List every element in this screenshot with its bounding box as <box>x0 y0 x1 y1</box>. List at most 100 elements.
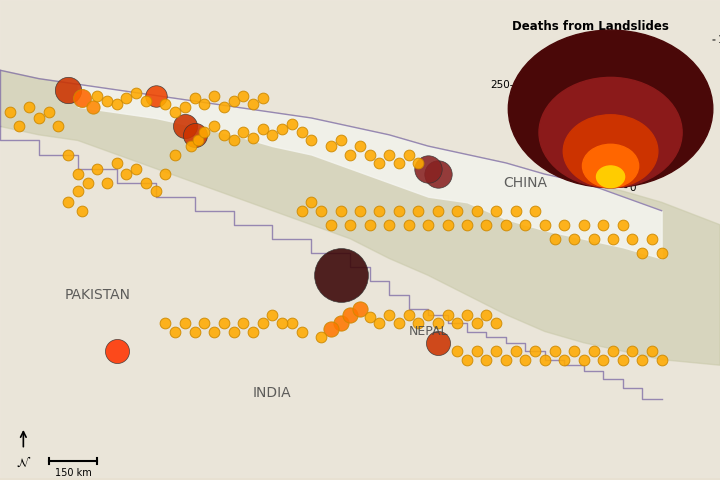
Point <box>199 100 210 108</box>
Point <box>451 319 463 327</box>
Point <box>481 311 492 319</box>
Point <box>63 151 74 158</box>
Point <box>529 348 541 355</box>
Point <box>276 319 288 327</box>
Text: 150 km: 150 km <box>55 468 91 478</box>
Point <box>189 328 200 336</box>
Point <box>24 103 35 110</box>
Circle shape <box>563 115 658 188</box>
Point <box>529 207 541 215</box>
Point <box>423 165 434 172</box>
Point <box>510 348 521 355</box>
Point <box>520 356 531 363</box>
Point <box>403 221 415 228</box>
Point <box>364 151 376 158</box>
Point <box>169 108 181 116</box>
Text: 250-999: 250-999 <box>490 80 539 90</box>
Point <box>403 311 415 319</box>
Point <box>626 348 638 355</box>
Point <box>91 165 103 172</box>
Point <box>626 235 638 243</box>
Point <box>559 221 570 228</box>
Point <box>315 333 327 341</box>
Point <box>325 142 336 150</box>
Point <box>588 348 599 355</box>
Point <box>315 207 327 215</box>
Point <box>374 319 385 327</box>
Point <box>607 348 618 355</box>
Point <box>578 356 590 363</box>
Point <box>325 325 336 333</box>
Point <box>559 356 570 363</box>
Point <box>43 108 55 116</box>
Text: 50-249: 50-249 <box>658 120 700 130</box>
Point <box>102 97 113 105</box>
Point <box>247 328 258 336</box>
Point <box>403 151 415 158</box>
Point <box>598 221 609 228</box>
Point <box>14 122 25 130</box>
Point <box>510 207 521 215</box>
Point <box>111 348 122 355</box>
Point <box>208 92 220 99</box>
Point <box>63 198 74 206</box>
Point <box>189 131 200 139</box>
Point <box>33 114 45 122</box>
Point <box>451 348 463 355</box>
Point <box>228 328 239 336</box>
Point <box>617 221 629 228</box>
Point <box>432 207 444 215</box>
Point <box>646 235 657 243</box>
Point <box>636 356 648 363</box>
Point <box>193 137 204 144</box>
Point <box>305 198 317 206</box>
Point <box>63 86 74 94</box>
Point <box>335 319 346 327</box>
Point <box>189 95 200 102</box>
Point <box>238 319 249 327</box>
Point <box>549 348 560 355</box>
Point <box>121 95 132 102</box>
Point <box>169 328 181 336</box>
Point <box>393 159 405 167</box>
Point <box>354 305 366 313</box>
Point <box>432 170 444 178</box>
Point <box>179 122 191 130</box>
Point <box>218 131 230 139</box>
Text: INDIA: INDIA <box>253 386 292 400</box>
Point <box>364 313 376 321</box>
Point <box>384 311 395 319</box>
Point <box>76 207 88 215</box>
Point <box>199 319 210 327</box>
Point <box>442 311 454 319</box>
Point <box>72 170 84 178</box>
Point <box>607 235 618 243</box>
Point <box>481 356 492 363</box>
Point <box>568 235 580 243</box>
Point <box>442 221 454 228</box>
Point <box>354 207 366 215</box>
Point <box>286 319 297 327</box>
Point <box>500 356 512 363</box>
Text: CHINA: CHINA <box>503 176 547 190</box>
Point <box>169 151 181 158</box>
Point <box>121 170 132 178</box>
Point <box>296 328 307 336</box>
Point <box>413 319 424 327</box>
Point <box>520 221 531 228</box>
Point <box>490 319 502 327</box>
Point <box>53 122 64 130</box>
Point <box>344 151 356 158</box>
Point <box>296 207 307 215</box>
Point <box>656 249 667 257</box>
Point <box>335 272 346 279</box>
Point <box>500 221 512 228</box>
Point <box>91 92 103 99</box>
Text: 0: 0 <box>625 182 636 192</box>
Text: NEPAL: NEPAL <box>408 325 448 338</box>
Point <box>384 151 395 158</box>
Point <box>393 207 405 215</box>
Point <box>140 97 152 105</box>
Point <box>598 356 609 363</box>
Point <box>257 319 269 327</box>
